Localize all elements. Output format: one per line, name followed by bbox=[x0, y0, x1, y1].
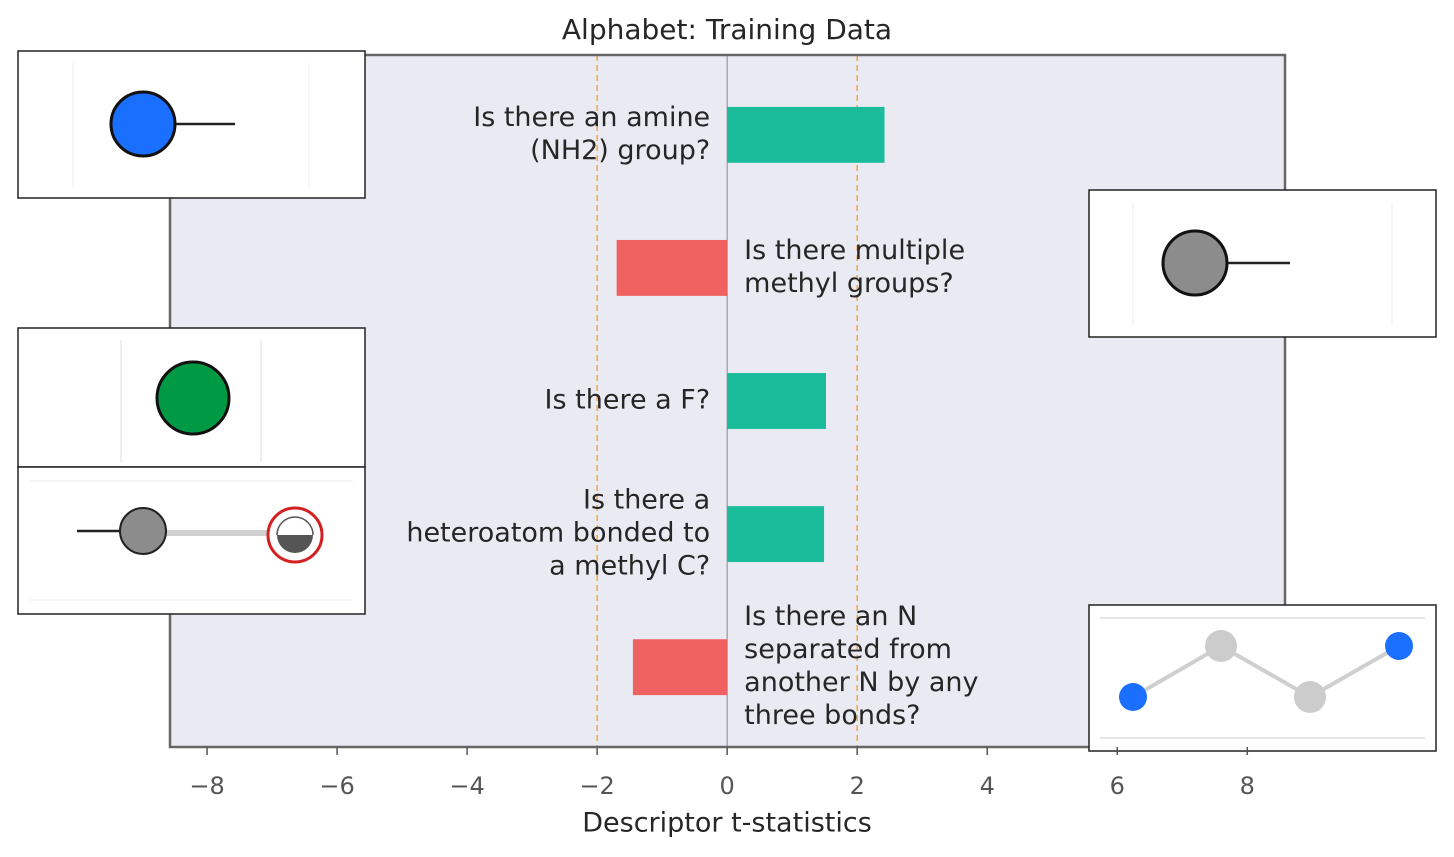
x-axis-label: Descriptor t-statistics bbox=[582, 808, 872, 839]
x-tick-label: 6 bbox=[1110, 772, 1125, 800]
category-label: Is there multiple bbox=[744, 235, 965, 266]
category-label: separated from bbox=[744, 634, 952, 665]
x-tick-label: −6 bbox=[319, 772, 354, 800]
bar bbox=[727, 106, 885, 163]
category-label: heteroatom bonded to bbox=[406, 518, 710, 549]
category-label: three bonds? bbox=[744, 700, 920, 731]
x-tick-label: 0 bbox=[720, 772, 735, 800]
category-label: Is there an N bbox=[744, 601, 917, 632]
x-tick-label: −2 bbox=[579, 772, 614, 800]
category-label: another N by any bbox=[744, 667, 978, 698]
bar bbox=[632, 639, 728, 696]
chart-title: Alphabet: Training Data bbox=[562, 13, 892, 46]
inset-image bbox=[1088, 189, 1437, 338]
category-label: a methyl C? bbox=[549, 551, 710, 582]
category-label: Is there a bbox=[583, 485, 710, 516]
inset-image bbox=[17, 327, 366, 468]
bar bbox=[616, 239, 728, 296]
category-label: Is there a F? bbox=[545, 385, 711, 416]
bar bbox=[727, 506, 825, 563]
x-tick-label: 8 bbox=[1240, 772, 1255, 800]
inset-image bbox=[17, 466, 366, 615]
category-label: methyl groups? bbox=[744, 268, 954, 299]
x-tick-label: −8 bbox=[189, 772, 224, 800]
inset-image bbox=[17, 50, 366, 199]
category-label: Is there an amine bbox=[473, 102, 710, 133]
x-tick-label: 2 bbox=[850, 772, 865, 800]
plot-content: Is there an amine(NH2) group? Is there mu… bbox=[406, 55, 978, 747]
category-label: (NH2) group? bbox=[530, 135, 710, 166]
x-tick-label: −4 bbox=[449, 772, 484, 800]
x-tick-label: 4 bbox=[980, 772, 995, 800]
inset-image bbox=[1088, 604, 1437, 752]
bar bbox=[727, 373, 826, 429]
